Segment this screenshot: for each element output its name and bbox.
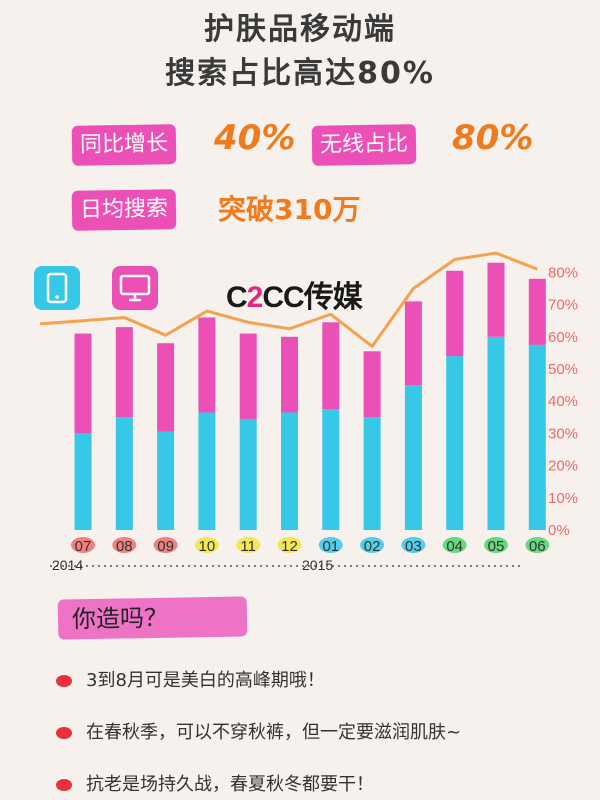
bar-segment-mobile	[446, 356, 464, 530]
bar-segment-mobile	[487, 336, 505, 530]
bar-segment-mobile	[363, 417, 381, 530]
bar-segment-pc	[115, 327, 133, 418]
bar-segment-mobile	[74, 433, 92, 530]
tip-item: 在春秋季，可以不穿秋裤，但一定要滋润肌肤~	[56, 718, 576, 744]
x-tick-label: 06	[529, 538, 546, 555]
bar-segment-pc	[322, 322, 340, 410]
bar-segment-pc	[404, 301, 422, 386]
brand-logo: C2CC传媒	[226, 281, 363, 314]
trend-line	[39, 251, 538, 348]
headline-line-2: 搜索占比高达80%	[165, 56, 435, 91]
bar-segment-mobile	[157, 431, 175, 530]
x-tick-label: 12	[281, 538, 298, 555]
bar-segment-pc	[446, 270, 464, 357]
bar-segment-mobile	[239, 418, 257, 530]
x-tick-label: 01	[322, 538, 339, 555]
x-tick-highlight	[442, 537, 467, 553]
bullet-dot	[56, 727, 72, 739]
y-tick-label: 20%	[548, 458, 578, 475]
tablet-icon	[34, 266, 80, 310]
year-label-2014: 2014	[52, 557, 83, 573]
bullet-dot	[56, 675, 72, 687]
tips-title: 你造吗？	[57, 596, 248, 640]
x-tick-label: 05	[488, 538, 505, 555]
bar-segment-mobile	[198, 412, 216, 530]
y-tick-label: 50%	[548, 361, 578, 378]
bar-segment-pc	[363, 351, 381, 418]
x-tick-label: 09	[157, 538, 174, 555]
x-tick-label: 03	[405, 538, 422, 555]
x-tick-highlight	[484, 537, 508, 553]
stat-value-daily: 突破310万	[218, 193, 361, 226]
y-tick-label: 70%	[548, 297, 578, 314]
x-tick-highlight	[194, 537, 219, 553]
x-tick-label: 02	[364, 538, 381, 555]
bar-segment-pc	[487, 262, 505, 337]
bar-segment-mobile	[528, 344, 546, 530]
headline-line-1: 护肤品移动端	[204, 12, 396, 47]
x-tick-highlight	[153, 537, 178, 553]
tip-item: 3到8月可是美白的高峰期哦！	[56, 666, 576, 692]
tip-item: 抗老是场持久战，春夏秋冬都要干！	[56, 770, 576, 796]
bar-segment-pc	[528, 278, 546, 345]
bar-segment-pc	[281, 336, 298, 413]
x-tick-label: 11	[240, 538, 256, 555]
year-label-2015: 2015	[302, 557, 333, 573]
x-tick-highlight	[401, 537, 426, 553]
y-tick-label: 80%	[548, 264, 578, 281]
x-tick-highlight	[112, 537, 137, 553]
bar-segment-pc	[74, 333, 92, 434]
x-tick-highlight	[277, 537, 302, 553]
x-tick-highlight	[525, 537, 550, 553]
bar-segment-mobile	[322, 409, 340, 530]
y-tick-label: 40%	[548, 393, 578, 410]
x-tick-highlight	[360, 537, 385, 553]
bar-segment-mobile	[115, 417, 133, 530]
x-tick-label: 10	[199, 538, 216, 555]
x-tick-highlight	[318, 537, 343, 553]
bar-segment-mobile	[281, 412, 298, 530]
bar-segment-pc	[239, 333, 257, 419]
monitor-icon	[112, 266, 158, 310]
y-tick-label: 60%	[548, 329, 578, 346]
x-tick-label: 04	[446, 538, 463, 555]
bar-segment-mobile	[404, 385, 422, 530]
y-tick-label: 30%	[548, 425, 578, 442]
stat-value-growth: 40%	[214, 118, 296, 158]
stacked-bar-chart: 0% 10% 20% 30% 40% 50% 60% 70% 80% 07 08 09 10 11 12 0…	[39, 251, 578, 573]
bar-segment-pc	[198, 317, 216, 413]
stat-value-mobile: 80%	[452, 118, 534, 158]
x-tick-highlight	[236, 537, 261, 553]
x-tick-highlight	[71, 537, 95, 553]
y-tick-label: 10%	[548, 490, 578, 507]
bar-segment-pc	[157, 343, 175, 432]
y-tick-label: 0%	[548, 522, 570, 539]
bullet-dot	[56, 779, 72, 791]
x-tick-label: 07	[75, 538, 92, 555]
x-tick-label: 08	[116, 538, 133, 555]
